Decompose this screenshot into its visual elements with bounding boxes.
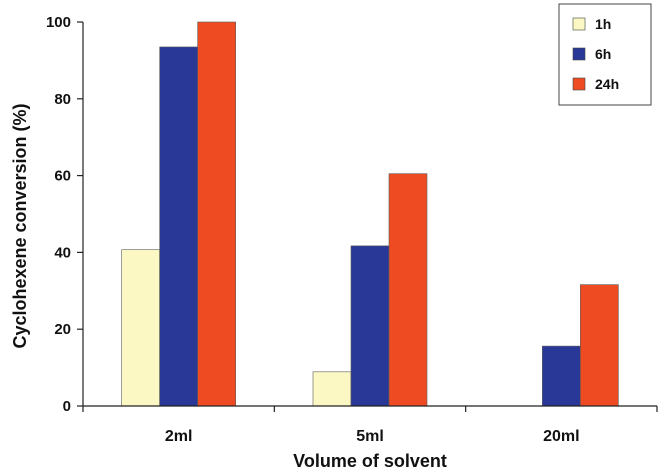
legend-label-1h: 1h — [595, 16, 611, 32]
bar-24h-20ml — [580, 284, 619, 407]
legend: 1h 6h 24h — [558, 3, 652, 106]
x-axis-title: Volume of solvent — [293, 451, 447, 470]
y-tick-label-0: 0 — [63, 398, 71, 415]
bar-6h-5ml — [350, 245, 390, 407]
bar-6h-2ml — [159, 46, 198, 407]
legend-swatch-24h — [572, 77, 586, 91]
legend-label-24h: 24h — [595, 76, 619, 92]
bar-6h-20ml — [542, 345, 581, 407]
legend-label-6h: 6h — [595, 46, 611, 62]
bar-1h-2ml — [121, 249, 160, 407]
x-tick-label-5ml: 5ml — [356, 428, 384, 445]
bar-24h-2ml — [197, 21, 236, 407]
y-tick-label-3: 60 — [54, 168, 71, 185]
bar-1h-5ml — [312, 371, 352, 407]
legend-swatch-6h — [572, 47, 586, 61]
y-tick-label-2: 40 — [54, 244, 71, 261]
x-tick-label-2ml: 2ml — [165, 428, 193, 445]
x-axis-ticks: 2ml 5ml 20ml — [82, 406, 658, 445]
bar-series — [121, 21, 619, 407]
x-tick-label-20ml: 20ml — [543, 428, 579, 445]
y-axis-title: Cyclohexene conversion (%) — [10, 103, 30, 348]
y-tick-label-4: 80 — [54, 91, 71, 108]
y-tick-label-1: 20 — [54, 321, 71, 338]
y-tick-label-5: 100 — [46, 14, 71, 31]
y-axis-ticks: 0 20 40 60 80 100 — [46, 14, 83, 415]
bar-24h-5ml — [388, 173, 428, 407]
legend-swatch-1h — [572, 17, 586, 31]
